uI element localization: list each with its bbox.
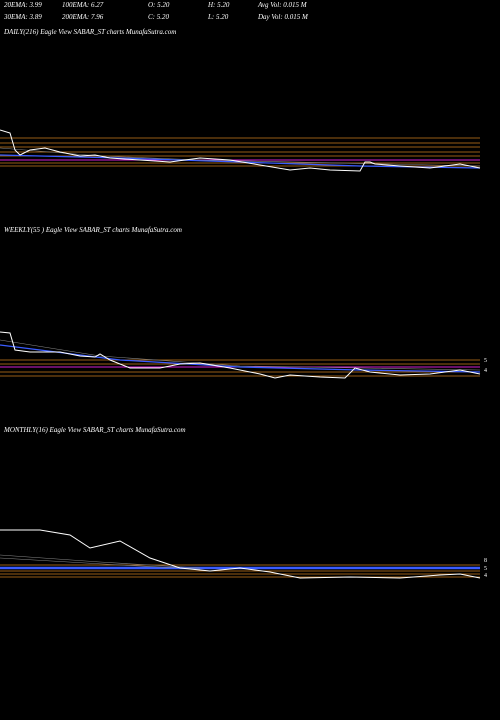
- header-stat: L: 5.20: [207, 13, 229, 21]
- panel-label: MONTHLY(16) Eagle View SABAR_ST charts M…: [3, 426, 186, 434]
- header-stat: 20EMA: 3.99: [4, 1, 42, 9]
- header-stat: Avg Vol: 0.015 M: [257, 1, 308, 9]
- panel-label: WEEKLY(55 ) Eagle View SABAR_ST charts M…: [4, 226, 182, 234]
- monthly-chart: 8 5 4: [0, 529, 487, 579]
- daily-chart: [0, 129, 481, 172]
- header-stat: Day Vol: 0.015 M: [257, 13, 309, 21]
- header-stat: O: 5.20: [148, 1, 170, 9]
- level-label: 5: [484, 358, 487, 364]
- level-label: 5: [484, 566, 487, 572]
- level-label: 4: [484, 573, 487, 579]
- weekly-chart: 5 4: [0, 331, 487, 379]
- header-stat: 100EMA: 6.27: [62, 1, 104, 9]
- level-label: 8: [484, 558, 487, 564]
- header-stat: C: 5.20: [148, 13, 170, 21]
- panel-label: DAILY(216) Eagle View SABAR_ST charts Mu…: [3, 28, 176, 36]
- header-stat: 200EMA: 7.96: [62, 13, 104, 21]
- header-stat: 30EMA: 3.89: [3, 13, 42, 21]
- level-label: 4: [484, 368, 487, 374]
- header-stat: H: 5.20: [207, 1, 230, 9]
